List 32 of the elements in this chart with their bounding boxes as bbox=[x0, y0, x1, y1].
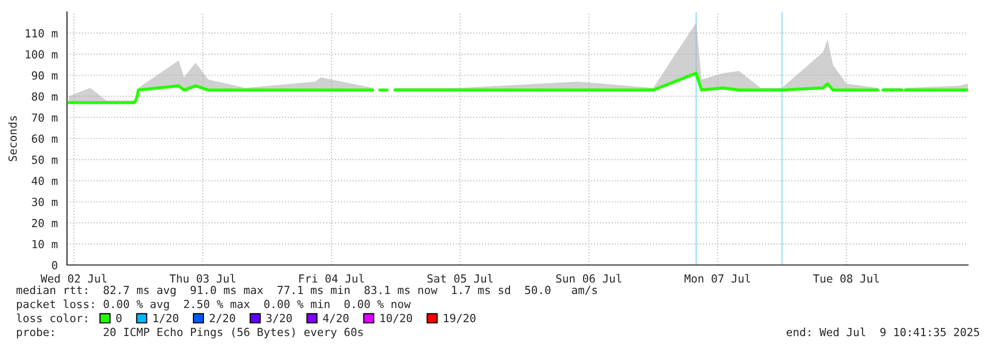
x-tick-label: Mon 07 Jul bbox=[684, 274, 750, 283]
y-tick-label: 40 m bbox=[32, 176, 58, 186]
y-tick-label: 110 m bbox=[26, 29, 58, 38]
x-tick-label: Sat 05 Jul bbox=[428, 274, 493, 283]
text: end: Wed Jul 9 10:41:35 2025 bbox=[786, 328, 980, 336]
y-tick-label: 90 m bbox=[32, 71, 58, 80]
y-tick-label: 80 m bbox=[32, 92, 58, 101]
legend-label: 10/20 bbox=[380, 314, 412, 324]
x-tick-label: Fri 04 Jul bbox=[299, 274, 364, 283]
text: packet loss: 0.00 % avg 2.50 % max 0.00 % min 0.00 % now bbox=[17, 300, 411, 310]
y-axis-title: Seconds bbox=[8, 116, 17, 162]
legend-label: 4/20 bbox=[323, 314, 349, 324]
legend-label: 1/20 bbox=[154, 314, 178, 324]
y-tick-label: 60 m bbox=[32, 134, 58, 143]
legend-label: 3/20 bbox=[266, 314, 292, 324]
y-tick-label: 50 m bbox=[32, 156, 58, 164]
legend-title: loss color: bbox=[16, 314, 87, 322]
legend-label: 0 bbox=[116, 314, 122, 322]
x-tick-label: Tue 08 Jul bbox=[813, 274, 879, 283]
text: median rtt: 82.7 ms avg 91.0 ms max 77.1 ms min 83.1 ms now 1.7 ms sd 50.0 am/s bbox=[16, 286, 597, 296]
x-tick-label: Sun 06 Jul bbox=[556, 274, 622, 283]
y-tick-label: 100 m bbox=[26, 50, 58, 59]
y-tick-label: 0 bbox=[52, 261, 58, 270]
x-tick-label: Thu 03 Jul bbox=[170, 274, 236, 283]
x-tick-label: Wed 02 Jul bbox=[40, 274, 106, 283]
text: probe: 20 ICMP Echo Pings (56 Bytes) every 60s bbox=[17, 328, 363, 338]
y-tick-label: 20 m bbox=[32, 218, 58, 228]
legend-label: 19/20 bbox=[444, 314, 476, 324]
y-tick-label: 10 m bbox=[32, 240, 58, 248]
y-tick-label: 30 m bbox=[32, 198, 58, 206]
legend-label: 2/20 bbox=[210, 314, 236, 324]
y-tick-label: 70 m bbox=[32, 113, 58, 122]
